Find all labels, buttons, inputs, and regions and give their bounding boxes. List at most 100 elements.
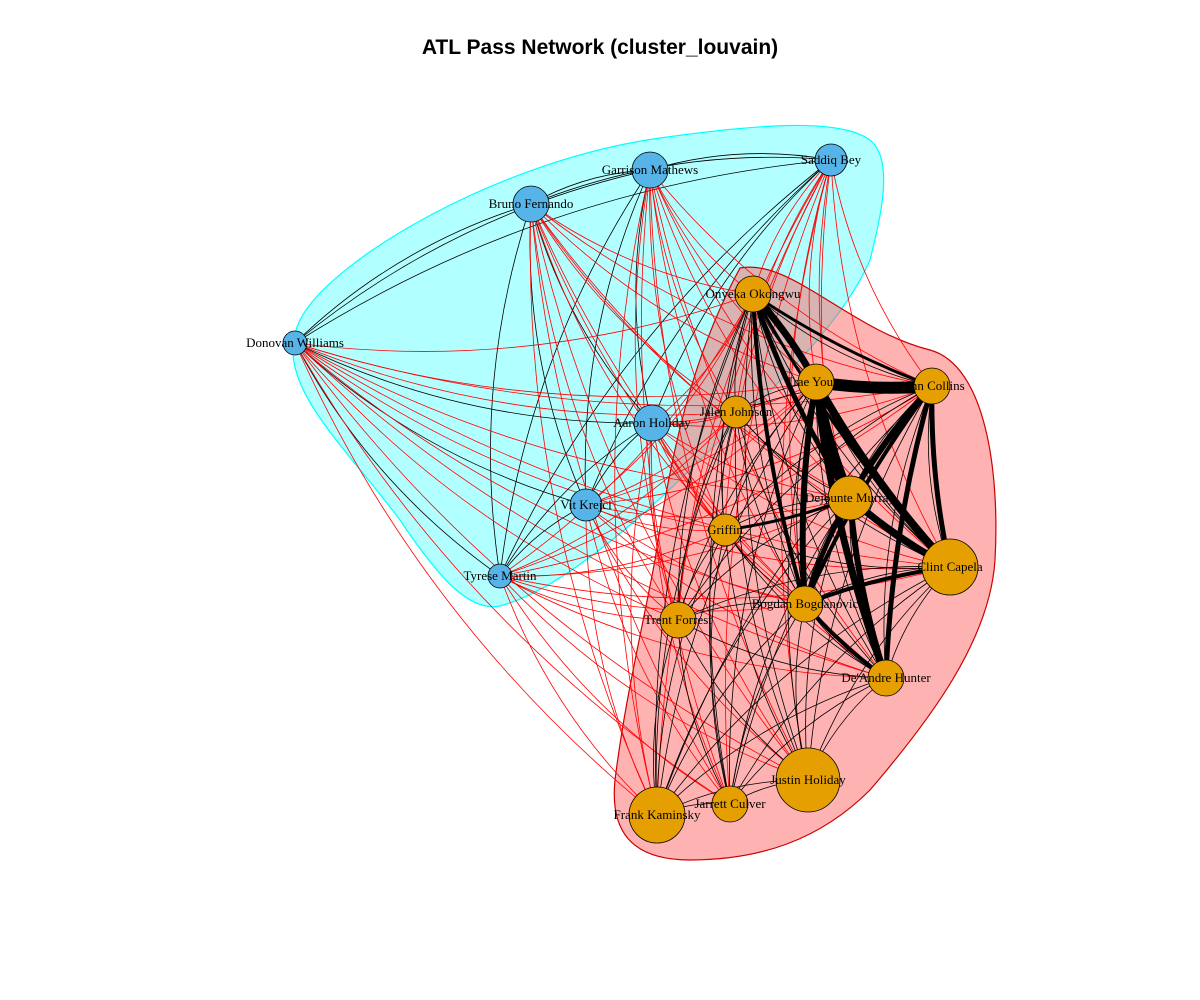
player-node-aaron[interactable]	[633, 404, 671, 442]
within-community-edge	[735, 411, 887, 679]
between-community-edge	[530, 203, 809, 781]
within-community-edge	[654, 293, 754, 816]
between-community-edge	[294, 342, 809, 781]
player-labels: Saddiq Bey Garrison Mathews Bruno Fernando…	[246, 152, 983, 822]
between-community-edge	[614, 169, 658, 816]
between-community-edge	[499, 293, 754, 577]
within-community-edge	[499, 422, 653, 577]
player-label-tyrese: Tyrese Martin	[463, 568, 537, 583]
between-community-edge	[585, 504, 951, 570]
within-community-edge	[499, 159, 832, 577]
player-node-deandre[interactable]	[867, 659, 905, 697]
between-community-edge	[735, 159, 832, 413]
player-label-garrison: Garrison Mathews	[602, 162, 698, 177]
within-community-edge	[677, 411, 737, 621]
within-community-edge	[294, 342, 501, 577]
player-node-john[interactable]	[913, 367, 951, 405]
between-community-edge	[651, 422, 887, 679]
between-community-edge	[294, 342, 933, 407]
within-community-edge	[734, 411, 809, 781]
within-community-edge	[710, 529, 731, 805]
between-community-edge	[789, 159, 832, 605]
player-node-donovan[interactable]	[282, 330, 308, 356]
player-node-frank[interactable]	[628, 786, 686, 844]
within-community-edge	[677, 619, 731, 805]
between-community-edge	[294, 342, 887, 679]
heavy-pass-edge	[751, 292, 934, 388]
player-node-saddiq[interactable]	[814, 143, 848, 177]
heavy-pass-edge	[751, 292, 952, 569]
player-node-clint[interactable]	[921, 538, 979, 596]
player-node-tyrese[interactable]	[487, 563, 513, 589]
within-community-edge	[729, 677, 887, 805]
player-node-jalen[interactable]	[719, 395, 753, 429]
within-community-edge	[656, 566, 951, 816]
within-community-edge	[294, 342, 587, 506]
player-node-bogdan[interactable]	[786, 585, 824, 623]
player-node-bruno[interactable]	[512, 185, 550, 223]
within-community-edge	[656, 529, 726, 816]
between-community-edge	[649, 169, 806, 605]
within-community-edge	[729, 603, 806, 805]
player-node-jarrett[interactable]	[711, 785, 749, 823]
between-community-edge	[294, 293, 754, 352]
within-community-edge	[677, 566, 951, 621]
player-label-justin: Justin Holiday	[770, 772, 846, 787]
between-community-edge	[529, 203, 658, 816]
within-community-edge	[651, 159, 832, 424]
between-community-edge	[499, 575, 806, 612]
between-community-edge	[499, 529, 726, 577]
between-community-edge	[499, 566, 951, 600]
player-node-griffin[interactable]	[708, 513, 742, 547]
within-community-edge	[677, 385, 933, 621]
between-community-edge	[499, 381, 817, 577]
between-community-edge	[649, 169, 887, 679]
player-node-vit[interactable]	[569, 488, 603, 522]
player-label-griffin: Griffin	[707, 522, 743, 537]
between-community-edge	[530, 203, 817, 383]
heavy-pass-edge	[750, 291, 853, 501]
between-community-edge	[294, 342, 658, 816]
between-community-edge	[294, 342, 737, 416]
within-community-edge	[656, 385, 933, 816]
between-community-edge	[649, 169, 754, 295]
within-community-edge	[584, 169, 651, 506]
player-node-trae[interactable]	[797, 363, 835, 401]
between-community-edge	[649, 169, 851, 499]
player-label-onyeka: Onyeka Okongwu	[706, 286, 801, 301]
within-community-edge	[656, 603, 806, 816]
player-label-jalen: Jalen Johnson	[700, 404, 773, 419]
player-node-onyeka[interactable]	[734, 275, 772, 313]
within-community-edge	[807, 385, 933, 781]
between-community-edge	[656, 159, 832, 816]
between-community-edge	[530, 203, 754, 295]
player-node-garrison[interactable]	[631, 151, 669, 189]
between-community-edge	[530, 203, 737, 413]
between-community-edge	[830, 159, 933, 387]
player-label-dejounte: Dejounte Murray	[805, 490, 895, 505]
within-community-edge	[656, 381, 817, 816]
between-community-edge	[630, 422, 658, 816]
within-community-edge	[490, 203, 532, 577]
player-node-trent[interactable]	[659, 601, 697, 639]
within-community-edge	[294, 203, 532, 344]
between-community-edge	[530, 203, 933, 387]
within-community-edge	[656, 497, 851, 816]
between-community-edge	[585, 504, 887, 679]
between-community-edge	[585, 411, 737, 506]
between-community-edge	[499, 575, 658, 816]
within-community-edge	[735, 411, 806, 605]
player-node-dejounte[interactable]	[827, 475, 873, 521]
within-community-edge	[752, 293, 951, 568]
player-node-justin[interactable]	[775, 747, 841, 813]
within-community-edge	[677, 619, 887, 679]
between-community-edge	[499, 411, 737, 577]
heavy-pass-edge	[751, 292, 807, 606]
chart-title: ATL Pass Network (cluster_louvain)	[421, 36, 779, 59]
between-community-edge	[649, 169, 933, 387]
within-community-edge	[752, 293, 933, 387]
between-community-edge	[530, 203, 951, 568]
player-label-john: John Collins	[899, 378, 964, 393]
between-community-edge	[649, 169, 737, 413]
